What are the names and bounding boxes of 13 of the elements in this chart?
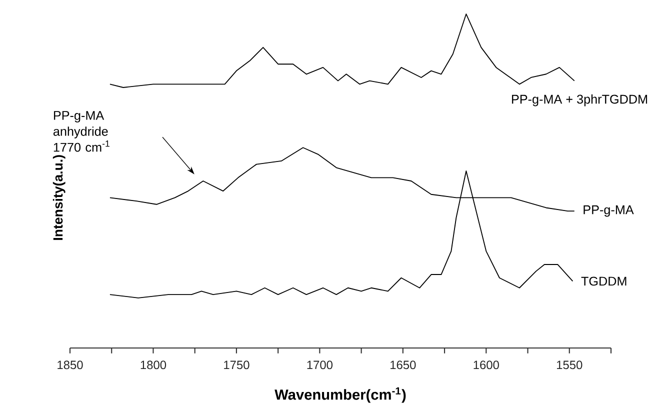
x-tick-label: 1600: [474, 360, 499, 370]
series-label: TGDDM: [581, 276, 626, 286]
series-label: PP-g-MA: [584, 205, 634, 217]
x-tick-label: 1650: [390, 360, 416, 370]
x-tick-label: 1800: [140, 360, 166, 370]
x-tick-label: 1750: [224, 360, 250, 370]
series-label: PP-g-MA + 3phrTGDDM: [512, 94, 648, 106]
x-tick-label: 1550: [557, 360, 582, 370]
annotation: PP-g-MA anhydride 1770 cm$^{-1}$: [53, 111, 110, 152]
x-tick-label: 1850: [58, 360, 83, 370]
x-tick-label: 1700: [307, 360, 333, 370]
x-axis-title: Wavenumber(cm$^{-1}$): [274, 387, 406, 403]
y-axis-title: Intensity(a.u.): [52, 155, 66, 240]
